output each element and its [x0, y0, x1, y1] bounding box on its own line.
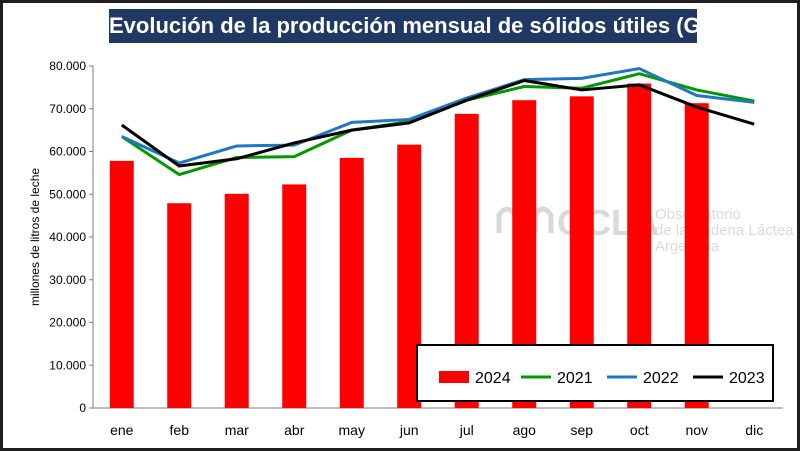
bar-2024	[224, 193, 249, 408]
x-tick-label: may	[339, 422, 365, 438]
y-tick-label: 60.000	[49, 145, 86, 159]
legend-label-2022: 2022	[643, 370, 679, 387]
ocla-logo-caption-line: de la Cadena Láctea	[655, 222, 794, 239]
bar-2024	[167, 203, 192, 408]
bar-2024	[282, 184, 307, 408]
legend-label-2023: 2023	[729, 370, 765, 387]
y-tick-label: 10.000	[49, 358, 86, 372]
x-tick-label: jun	[399, 422, 419, 438]
legend-label-2024: 2024	[475, 370, 511, 387]
y-tick-label: 20.000	[49, 316, 86, 330]
x-tick-label: jul	[459, 422, 474, 438]
x-tick-label: ago	[513, 422, 537, 438]
bar-2024	[339, 157, 364, 408]
line-series-2022	[121, 67, 755, 165]
x-tick-label: abr	[284, 422, 305, 438]
x-tick-label: feb	[170, 422, 190, 438]
legend-label-2021: 2021	[557, 370, 593, 387]
y-tick-label: 40.000	[49, 230, 86, 244]
legend-box	[416, 344, 774, 402]
x-tick-label: nov	[685, 422, 708, 438]
y-tick-label: 50.000	[49, 187, 86, 201]
y-tick-label: 0	[79, 401, 86, 415]
y-tick-label: 30.000	[49, 273, 86, 287]
legend-swatch-2024	[439, 371, 469, 383]
x-tick-label: sep	[570, 422, 593, 438]
line-series-2021	[120, 72, 755, 177]
line-series-2023	[120, 79, 755, 168]
y-tick-label: 70.000	[49, 102, 86, 116]
y-tick-label: 80.000	[49, 59, 86, 73]
x-tick-label: mar	[225, 422, 249, 438]
x-tick-label: ene	[110, 422, 134, 438]
y-axis-title: millones de litros de leche	[28, 168, 42, 306]
x-tick-label: dic	[745, 422, 763, 438]
bar-2024	[109, 160, 134, 408]
chart-title: Evolución de la producción mensual de só…	[109, 9, 751, 43]
chart-svg: OCLAObservatoriode la Cadena LácteaArgen…	[28, 59, 794, 438]
x-tick-label: oct	[630, 422, 649, 438]
